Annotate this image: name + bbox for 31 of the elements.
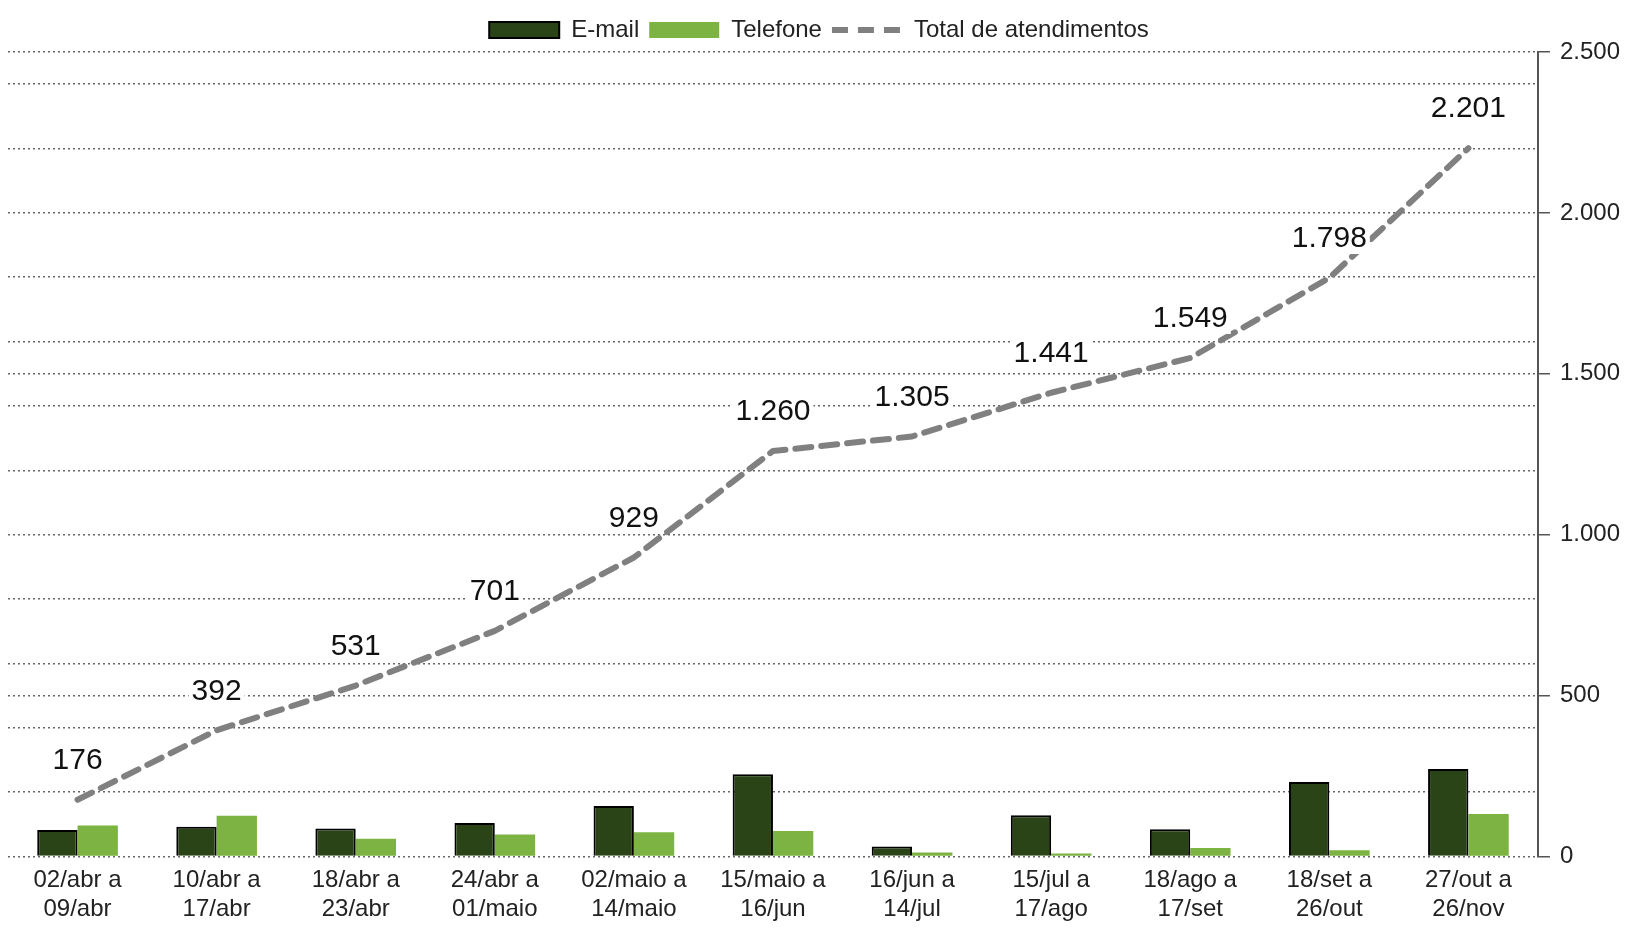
data-label: 1.305 xyxy=(874,378,950,412)
x-tick-label: 02/abr a 09/abr xyxy=(33,865,123,922)
x-tick-label: 15/jul a 17/ago xyxy=(1012,865,1091,922)
x-tick-label: 15/maio a 16/jun xyxy=(720,865,827,922)
y-tick-label: 2.500 xyxy=(1559,36,1620,64)
x-tick-label: 18/abr a 23/abr xyxy=(311,865,401,922)
data-label: 1.441 xyxy=(1013,335,1089,369)
x-tick-label: 24/abr a 01/maio xyxy=(450,865,540,922)
legend-label: Telefone xyxy=(731,14,822,42)
data-label: 1.549 xyxy=(1152,300,1228,334)
data-label: 701 xyxy=(469,573,520,607)
x-tick-label: 02/maio a 14/maio xyxy=(581,865,688,922)
x-tick-label: 27/out a 26/nov xyxy=(1425,865,1513,922)
data-label: 2.201 xyxy=(1430,90,1506,124)
x-tick-label: 18/ago a 17/set xyxy=(1143,865,1238,922)
y-tick-label: 1.000 xyxy=(1559,519,1620,547)
y-tick-label: 1.500 xyxy=(1559,358,1620,386)
x-tick-label: 16/jun a 14/jul xyxy=(869,865,956,922)
data-label: 1.260 xyxy=(735,393,811,427)
data-label: 531 xyxy=(330,627,381,661)
legend-label: Total de atendimentos xyxy=(913,14,1149,42)
x-tick-label: 10/abr a 17/abr xyxy=(172,865,262,922)
data-label: 1.798 xyxy=(1291,220,1367,254)
data-label: 929 xyxy=(608,499,659,533)
data-label: 392 xyxy=(191,672,242,706)
x-tick-label: 18/set a 26/out xyxy=(1286,865,1373,922)
legend-label: E-mail xyxy=(571,14,640,42)
data-label: 176 xyxy=(52,742,103,776)
y-tick-label: 500 xyxy=(1559,680,1600,708)
y-tick-label: 2.000 xyxy=(1559,197,1620,225)
y-tick-label: 0 xyxy=(1559,841,1574,869)
